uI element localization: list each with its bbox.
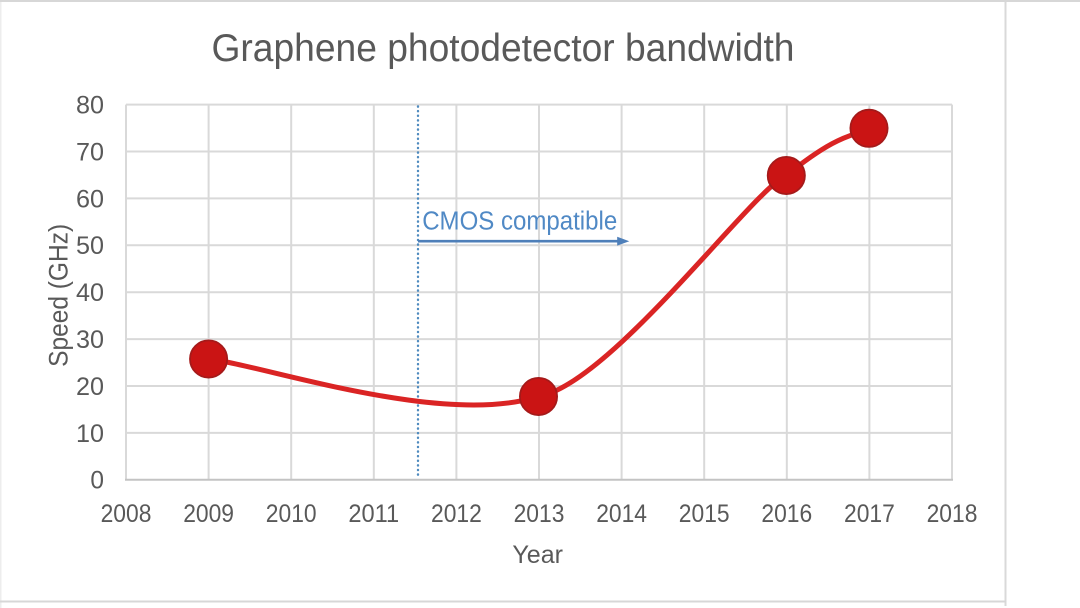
- svg-text:0: 0: [90, 468, 104, 495]
- svg-text:2013: 2013: [514, 501, 565, 528]
- svg-text:10: 10: [76, 421, 104, 448]
- svg-text:20: 20: [76, 374, 104, 401]
- svg-text:Graphene photodetector bandwid: Graphene photodetector bandwidth: [212, 27, 795, 70]
- svg-text:2009: 2009: [183, 501, 234, 528]
- svg-text:Year: Year: [512, 542, 563, 569]
- svg-text:2017: 2017: [844, 501, 895, 528]
- svg-text:70: 70: [76, 139, 104, 166]
- svg-text:50: 50: [76, 233, 104, 260]
- svg-text:2008: 2008: [101, 501, 152, 528]
- svg-text:40: 40: [76, 280, 104, 307]
- svg-text:2012: 2012: [431, 501, 482, 528]
- svg-text:2015: 2015: [679, 501, 730, 528]
- svg-text:2011: 2011: [348, 501, 399, 528]
- svg-text:80: 80: [76, 93, 104, 120]
- svg-text:60: 60: [76, 186, 104, 213]
- svg-text:2010: 2010: [266, 501, 317, 528]
- svg-text:2014: 2014: [596, 501, 647, 528]
- svg-text:2018: 2018: [927, 501, 978, 528]
- svg-text:Speed (GHz): Speed (GHz): [43, 224, 73, 367]
- svg-text:CMOS compatible: CMOS compatible: [422, 205, 617, 235]
- svg-text:2016: 2016: [761, 501, 812, 528]
- svg-text:30: 30: [76, 327, 104, 354]
